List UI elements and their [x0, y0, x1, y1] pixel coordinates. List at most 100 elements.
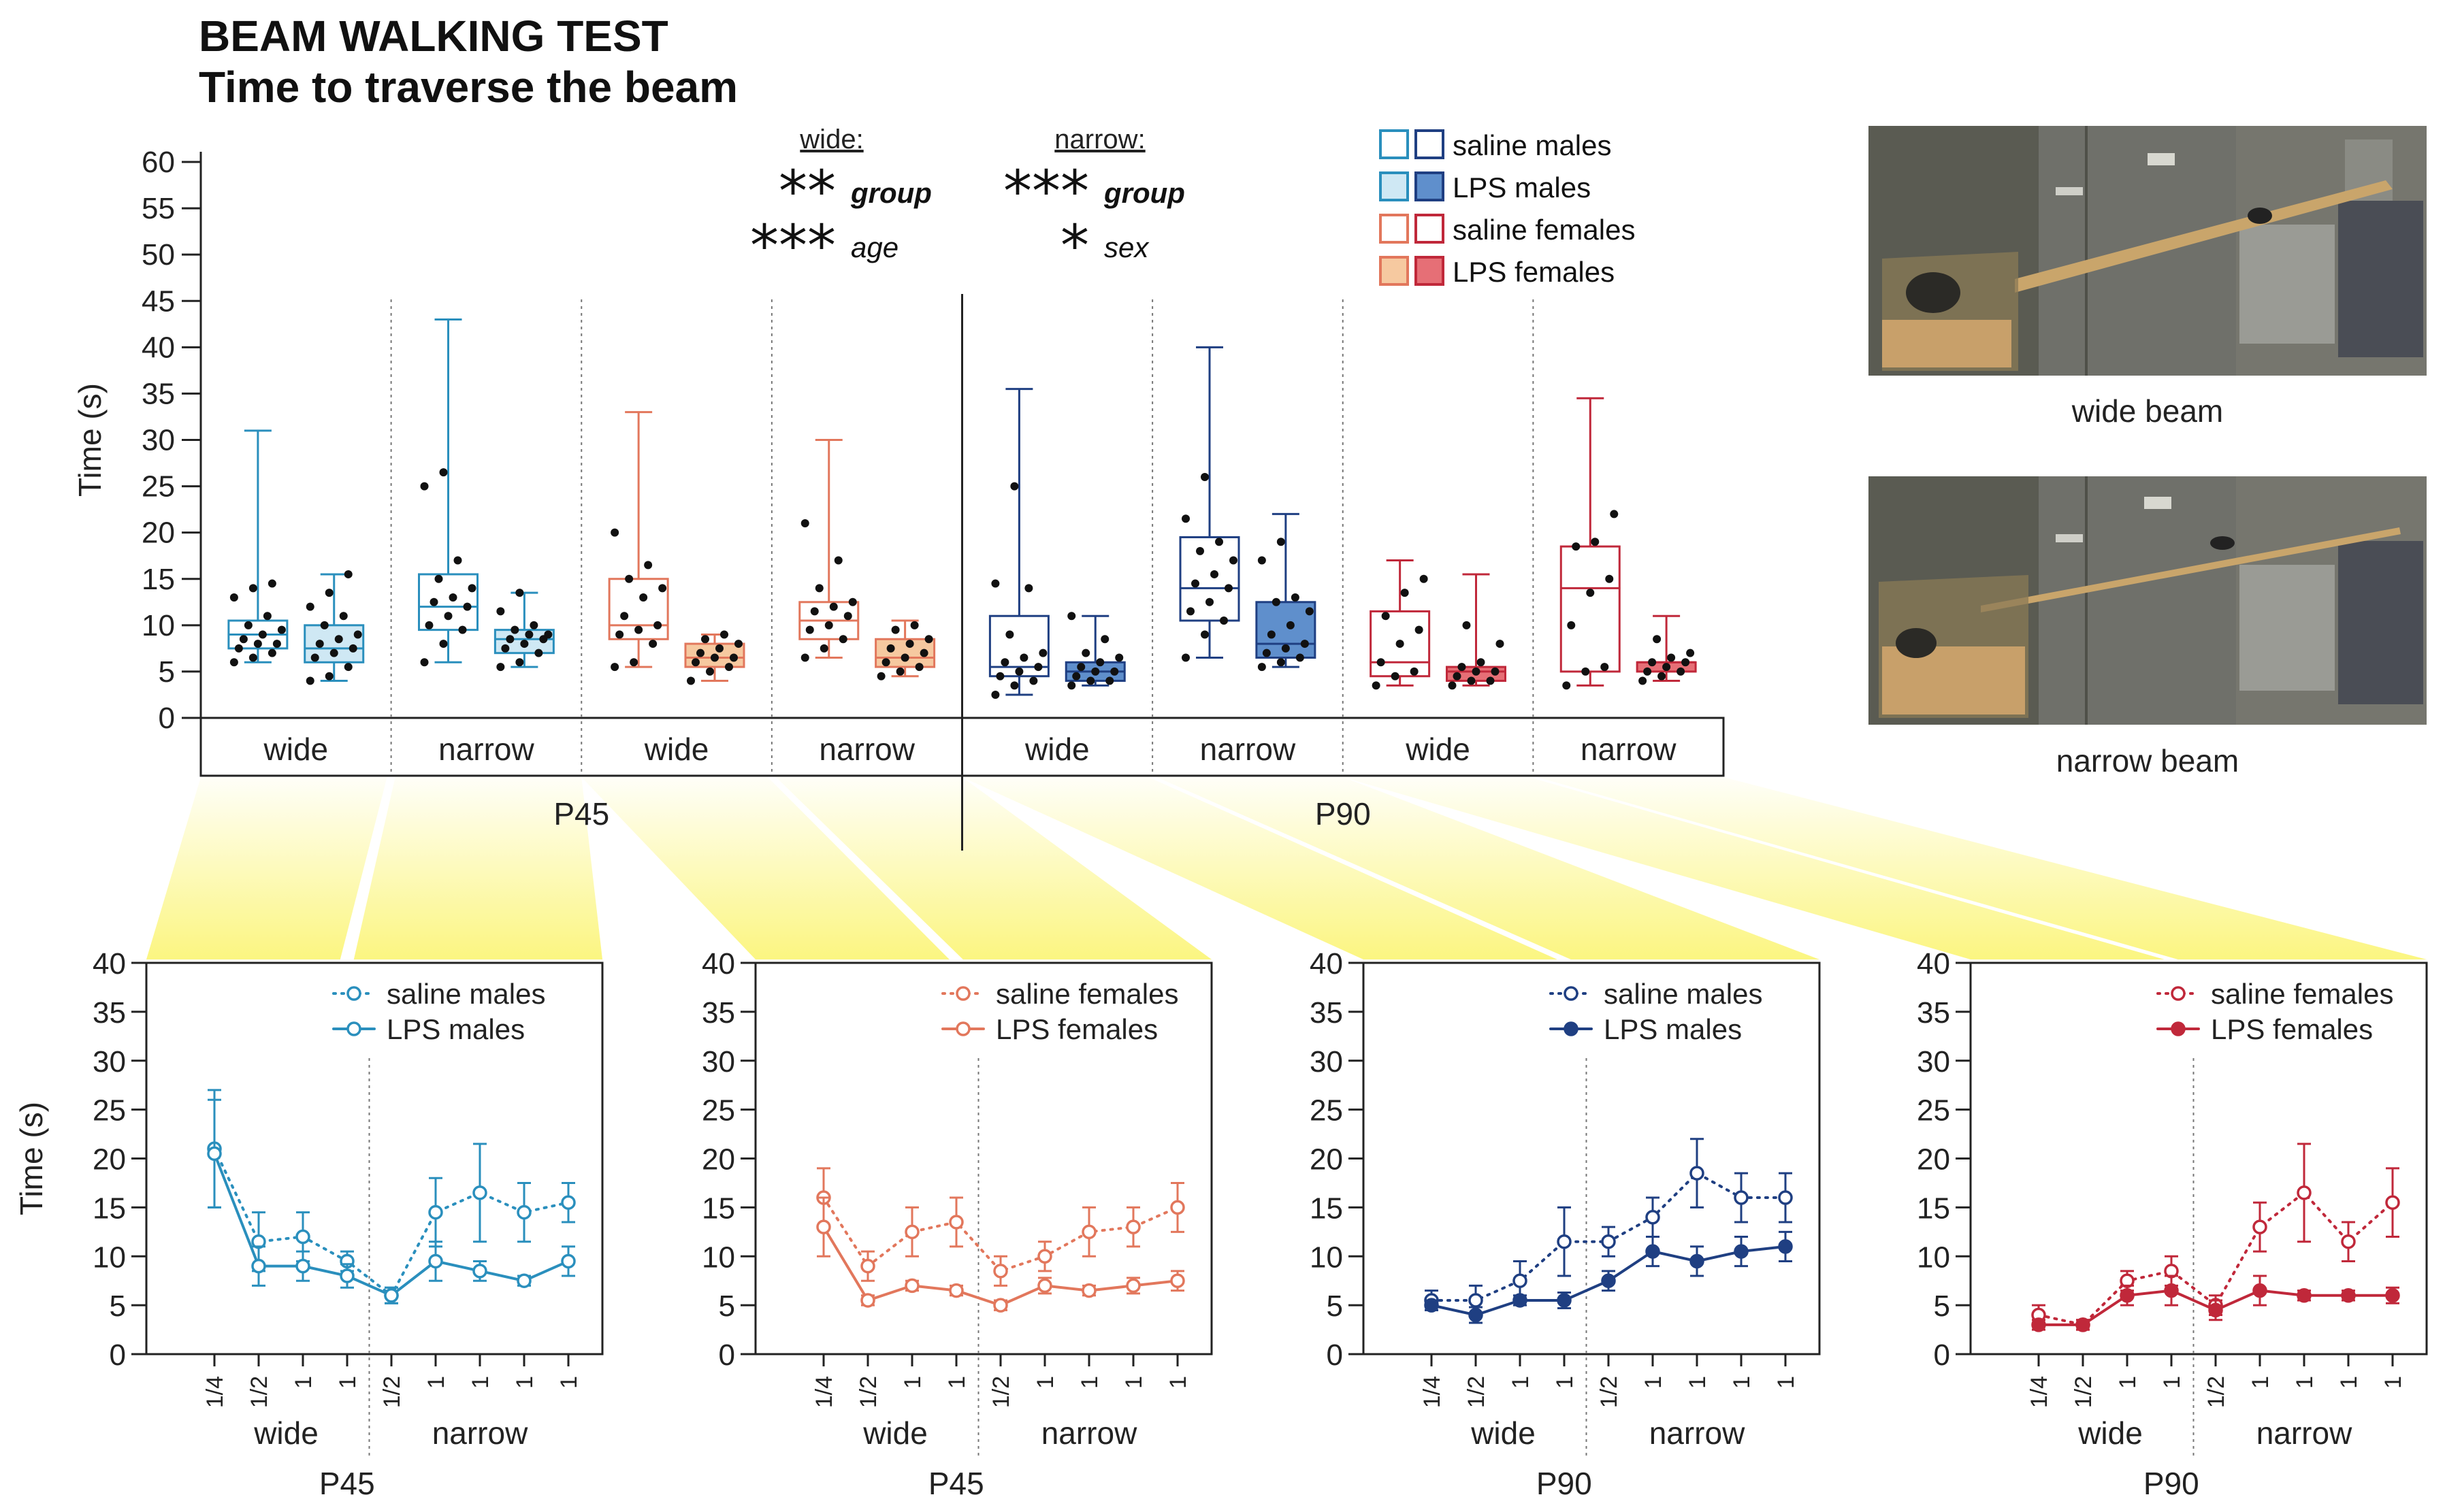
- box-LPS-females-P45-wide: [684, 630, 745, 685]
- box-data-point: [877, 672, 886, 680]
- box-data-point: [891, 625, 900, 634]
- line-y-tick-label: 40: [93, 947, 126, 981]
- box-data-point: [734, 640, 743, 648]
- box-data-point: [1677, 667, 1685, 676]
- data-marker: [1170, 1273, 1185, 1288]
- data-marker: [561, 1195, 576, 1210]
- box-data-point: [1005, 630, 1014, 639]
- data-marker: [860, 1293, 875, 1308]
- photo-narrow-beam: [1868, 476, 2427, 725]
- highlight-wedge: [353, 777, 602, 959]
- box-y-tick-label: 5: [159, 655, 175, 689]
- data-marker: [1778, 1190, 1793, 1205]
- data-marker: [2031, 1317, 2046, 1332]
- stats-annotations: wide: narrow: ** group *** age *** group…: [750, 125, 1185, 279]
- box-data-point: [1225, 584, 1233, 593]
- data-marker: [1468, 1293, 1483, 1308]
- box-data-point: [1067, 681, 1076, 690]
- line-x-tick-label: 1: [900, 1376, 926, 1389]
- data-marker: [1689, 1166, 1704, 1181]
- box-data-point: [1291, 593, 1299, 602]
- legend-marker-sample: [346, 1021, 361, 1036]
- line-beam-group-label: narrow: [1041, 1415, 1137, 1451]
- box-age-label: P45: [553, 796, 609, 832]
- legend: saline males LPS males saline females LP…: [1379, 129, 1635, 288]
- photo-wide-beam: [1868, 126, 2427, 376]
- box-y-tick-label: 0: [159, 702, 175, 735]
- legend-marker-sample: [346, 986, 361, 1001]
- line-y-tick-label: 30: [93, 1045, 126, 1079]
- line-y-tick-label: 25: [93, 1094, 126, 1128]
- line-y-tick-label: 25: [1917, 1094, 1950, 1128]
- line-x-tick-label: 1: [2248, 1376, 2273, 1389]
- box-y-tick-label: 50: [142, 238, 175, 272]
- box-beam-label: wide: [263, 732, 329, 767]
- box-data-point: [1257, 556, 1266, 565]
- box-data-point: [248, 653, 257, 662]
- data-marker: [1424, 1298, 1439, 1313]
- box-data-point: [1220, 617, 1229, 625]
- box-data-point: [1638, 676, 1647, 685]
- box-y-tick-label: 15: [142, 563, 175, 596]
- box-data-point: [1476, 658, 1485, 667]
- legend-swatch-saline-females-p45: [1379, 214, 1409, 244]
- box-data-point: [1605, 574, 1614, 583]
- series-LPS-females: LPS females: [816, 1013, 1185, 1313]
- data-marker: [1557, 1293, 1572, 1308]
- box-data-point: [1662, 663, 1671, 672]
- box-data-point: [620, 612, 629, 621]
- box-data-point: [710, 653, 719, 662]
- line-y-tick-label: 10: [1310, 1240, 1343, 1274]
- line-x-tick-label: 1/2: [856, 1376, 881, 1408]
- box-data-point: [349, 644, 357, 653]
- data-marker: [1734, 1244, 1749, 1259]
- box-iqr: [1559, 545, 1621, 673]
- box-data-point: [325, 589, 334, 597]
- box-data-point: [306, 602, 314, 611]
- box-data-point: [258, 630, 267, 639]
- box-data-point: [434, 574, 443, 583]
- box-data-point: [1410, 667, 1419, 676]
- box-data-point: [715, 644, 724, 653]
- box-data-point: [439, 640, 448, 648]
- line-beam-group-label: narrow: [432, 1415, 528, 1451]
- box-data-point: [248, 584, 257, 593]
- box-data-point: [1414, 625, 1423, 634]
- box-data-point: [1281, 644, 1290, 653]
- line-x-tick-label: 1: [1508, 1376, 1534, 1389]
- series-saline-males: saline males: [1424, 978, 1793, 1316]
- stats-narrow-header: narrow:: [1054, 125, 1145, 154]
- data-marker: [1126, 1278, 1141, 1294]
- legend-swatch-saline-females-p90: [1414, 214, 1444, 244]
- box-data-point: [1091, 667, 1100, 676]
- box-data-point: [1029, 676, 1038, 685]
- box-data-point: [1276, 658, 1285, 667]
- box-data-point: [515, 658, 524, 667]
- box-y-tick-label: 30: [142, 424, 175, 457]
- line-x-tick-label: 1: [512, 1376, 538, 1389]
- box-beam-label: narrow: [1200, 732, 1296, 767]
- legend-series-label: LPS males: [387, 1013, 525, 1045]
- data-marker: [1645, 1244, 1660, 1259]
- data-marker: [860, 1258, 875, 1274]
- line-y-tick-label: 20: [1917, 1143, 1950, 1177]
- data-marker: [295, 1229, 310, 1245]
- box-data-point: [458, 625, 467, 634]
- box-data-point: [525, 630, 534, 639]
- line-y-tick-label: 10: [93, 1240, 126, 1274]
- line-y-tick-label: 40: [702, 947, 735, 981]
- box-data-point: [1395, 640, 1404, 648]
- legend-marker-sample: [1564, 1021, 1578, 1036]
- line-x-tick-label: 1/2: [246, 1376, 272, 1408]
- data-marker: [384, 1288, 399, 1303]
- box-data-point: [1229, 556, 1238, 565]
- box-data-point: [344, 663, 353, 672]
- box-data-point: [1077, 663, 1086, 672]
- line-x-tick-label: 1/4: [2026, 1376, 2052, 1408]
- box-beam-label: wide: [1405, 732, 1470, 767]
- box-data-point: [329, 648, 338, 657]
- box-data-point: [511, 625, 519, 634]
- series-LPS-males: LPS males: [207, 1013, 576, 1304]
- figure-title-line1: BEAM WALKING TEST: [199, 12, 668, 61]
